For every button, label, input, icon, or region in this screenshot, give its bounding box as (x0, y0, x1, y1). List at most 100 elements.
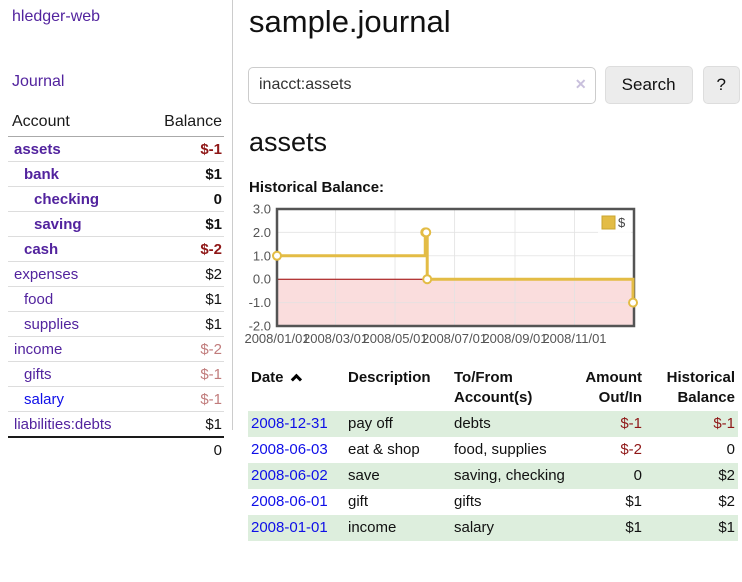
accounts-header-account: Account (12, 113, 70, 130)
search-input[interactable] (248, 66, 596, 104)
account-row-saving: saving $1 (8, 212, 224, 237)
nav-journal-link[interactable]: Journal (12, 73, 65, 90)
account-link[interactable]: income (14, 340, 63, 358)
search-button[interactable]: Search (604, 66, 693, 104)
account-balance: $-1 (200, 390, 222, 408)
account-balance: $-2 (200, 240, 222, 258)
account-balance: $-1 (200, 140, 222, 158)
x-tick-label: 2008/09/01 (482, 331, 547, 346)
accounts-header-balance: Balance (164, 113, 222, 130)
x-tick-label: 2008/05/01 (362, 331, 427, 346)
transaction-amount: $-2 (620, 441, 642, 458)
plot-border (275, 207, 636, 328)
x-tick-label: 2008/07/01 (422, 331, 487, 346)
account-link[interactable]: expenses (14, 265, 79, 283)
account-link[interactable]: salary (24, 390, 65, 408)
main-content: sample.journal ✕ Search ? assets Histori… (244, 0, 740, 541)
register-header-row: Date Description To/From Account(s) Amou… (248, 365, 738, 411)
y-tick-label: 3.0 (253, 202, 271, 217)
transaction-date-link[interactable]: 2008-06-03 (251, 441, 328, 458)
register-header-balance: Historical Balance (666, 369, 735, 406)
account-row-expenses: expenses $2 (8, 262, 224, 287)
transaction-accounts: saving, checking (454, 467, 565, 484)
x-tick-label: 2008/03/01 (303, 331, 368, 346)
account-link[interactable]: checking (34, 190, 100, 208)
account-row-checking: checking 0 (8, 187, 224, 212)
register-row: 2008-01-01 income salary $1 $1 (248, 515, 738, 541)
data-point (272, 250, 282, 261)
y-tick-label: 1.0 (253, 248, 271, 263)
transaction-balance: $2 (718, 493, 735, 510)
legend-swatch (601, 215, 616, 230)
account-row-cash: cash $-2 (8, 237, 224, 262)
transaction-accounts: salary (454, 519, 495, 536)
transaction-description: eat & shop (348, 441, 420, 458)
accounts-total-row: 0 (8, 436, 224, 462)
register-row: 2008-12-31 pay off debts $-1 $-1 (248, 411, 738, 437)
register-header-date[interactable]: Date (248, 365, 345, 411)
transaction-amount: $1 (625, 519, 642, 536)
accounts-total-value: 0 (213, 441, 222, 459)
sort-ascending-icon (290, 373, 302, 386)
transaction-date-link[interactable]: 2008-01-01 (251, 519, 328, 536)
account-row-income: income $-2 (8, 337, 224, 362)
transaction-date-link[interactable]: 2008-12-31 (251, 415, 328, 432)
transaction-description: save (348, 467, 380, 484)
account-row-bank: bank $1 (8, 162, 224, 187)
transaction-description: income (348, 519, 397, 536)
account-link[interactable]: saving (34, 215, 82, 233)
account-balance: $1 (205, 415, 222, 433)
register-row: 2008-06-03 eat & shop food, supplies $-2 0 (248, 437, 738, 463)
transaction-accounts: food, supplies (454, 441, 547, 458)
y-tick-label: 0.0 (253, 272, 271, 287)
account-heading: assets (249, 127, 328, 157)
balance-chart: $3.0 2.0 1.0 0.0 -1.0 -2.0 2008/01/01 2008/03/0… (244, 202, 740, 349)
account-row-supplies: supplies $1 (8, 312, 224, 337)
account-row-salary: salary $-1 (8, 387, 224, 412)
account-link[interactable]: assets (14, 140, 61, 158)
data-point (628, 297, 639, 308)
account-balance: $1 (205, 215, 222, 233)
register-row: 2008-06-01 gift gifts $1 $2 (248, 489, 738, 515)
sidebar: hledger-web Journal Account Balance asse… (0, 0, 233, 459)
transaction-date-link[interactable]: 2008-06-01 (251, 493, 328, 510)
clear-search-icon[interactable]: ✕ (574, 75, 587, 92)
account-balance: $1 (205, 290, 222, 308)
transaction-description: gift (348, 493, 369, 510)
account-row-liabilities-debts: liabilities:debts $1 (8, 412, 224, 437)
transaction-accounts: gifts (454, 493, 482, 510)
legend-label: $ (618, 215, 626, 230)
account-link[interactable]: food (24, 290, 54, 308)
account-link[interactable]: liabilities:debts (14, 415, 112, 433)
account-balance: $-1 (200, 365, 222, 383)
app-title-link[interactable]: hledger-web (12, 8, 101, 25)
y-tick-label: -1.0 (249, 295, 271, 310)
register-header-accounts: To/From Account(s) (454, 369, 533, 406)
x-tick-label: 2008/01/01 (244, 331, 309, 346)
account-balance: 0 (213, 190, 222, 208)
transaction-amount: 0 (633, 467, 642, 484)
chart-label: Historical Balance: (249, 179, 385, 196)
account-link[interactable]: gifts (24, 365, 52, 383)
account-balance: $-2 (200, 340, 222, 358)
register-row: 2008-06-02 save saving, checking 0 $2 (248, 463, 738, 489)
transaction-balance: $-1 (713, 415, 735, 432)
account-row-food: food $1 (8, 287, 224, 312)
data-point (422, 274, 433, 285)
transaction-amount: $-1 (620, 415, 642, 432)
account-link[interactable]: bank (24, 165, 60, 183)
account-link[interactable]: supplies (24, 315, 80, 333)
transaction-balance: 0 (726, 441, 735, 458)
transaction-amount: $1 (625, 493, 642, 510)
help-button[interactable]: ? (702, 66, 740, 104)
register-header-description: Description (348, 369, 431, 386)
account-link[interactable]: cash (24, 240, 59, 258)
balance-chart-svg: $3.0 2.0 1.0 0.0 -1.0 -2.02008/01/012008/03/0… (244, 202, 639, 346)
register-table: Date Description To/From Account(s) Amou… (248, 365, 738, 541)
data-point (421, 227, 432, 238)
account-row-gifts: gifts $-1 (8, 362, 224, 387)
account-row-assets: assets $-1 (8, 137, 224, 162)
transaction-balance: $2 (718, 467, 735, 484)
transaction-date-link[interactable]: 2008-06-02 (251, 467, 328, 484)
y-tick-label: 2.0 (253, 225, 271, 240)
